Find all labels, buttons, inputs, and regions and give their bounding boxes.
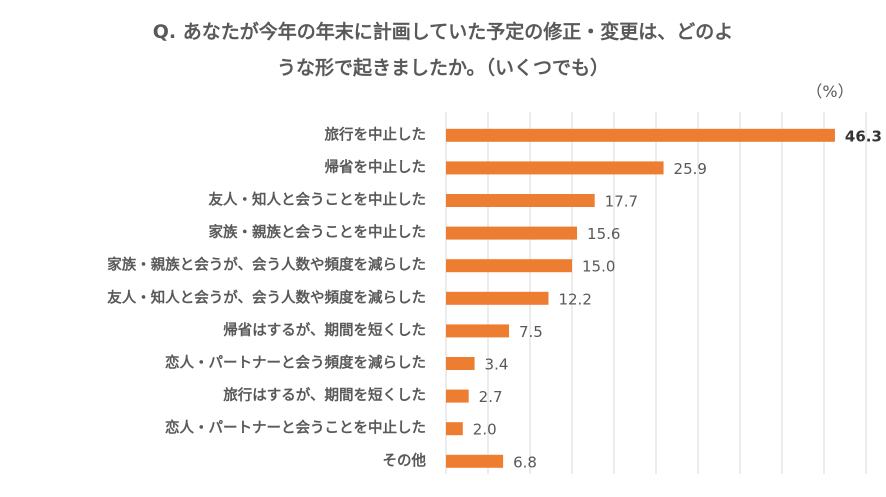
data-label: 46.3 bbox=[845, 127, 882, 145]
bar bbox=[446, 128, 835, 142]
data-label: 15.6 bbox=[587, 225, 620, 243]
category-label: 帰省を中止した bbox=[325, 158, 427, 176]
data-label: 17.7 bbox=[605, 193, 638, 211]
chart-title-line-1: Q. あなたが今年の年末に計画していた予定の修正・変更は、どのよ bbox=[152, 21, 734, 43]
category-label: 家族・親族と会うことを中止した bbox=[209, 223, 427, 241]
bar bbox=[446, 226, 578, 240]
category-label: 恋人・パートナーと会う頻度を減らした bbox=[165, 354, 426, 372]
category-label: 家族・親族と会うが、会う人数や頻度を減らした bbox=[107, 256, 426, 274]
data-label: 6.8 bbox=[513, 453, 537, 471]
bar bbox=[446, 422, 463, 436]
category-labels: 旅行を中止した帰省を中止した友人・知人と会うことを中止した家族・親族と会うことを… bbox=[107, 125, 426, 469]
category-label: 友人・知人と会うことを中止した bbox=[209, 191, 427, 209]
bars bbox=[446, 128, 835, 468]
category-label: 旅行はするが、期間を短くした bbox=[223, 386, 426, 404]
bar bbox=[446, 194, 595, 207]
unit-label: （%） bbox=[806, 82, 854, 101]
bar bbox=[446, 259, 572, 273]
data-label: 7.5 bbox=[519, 323, 543, 341]
data-label: 15.0 bbox=[582, 258, 615, 276]
category-label: 旅行を中止した bbox=[325, 125, 427, 143]
bar bbox=[446, 454, 504, 468]
chart-title-line-2: うな形で起きましたか。（いくつでも） bbox=[276, 57, 610, 79]
bar bbox=[446, 389, 469, 403]
data-label: 2.7 bbox=[479, 388, 503, 406]
data-label: 25.9 bbox=[674, 160, 707, 178]
data-label: 3.4 bbox=[485, 356, 509, 374]
data-label: 2.0 bbox=[473, 421, 497, 439]
value-labels: 46.3 25.9 17.7 15.6 15.0 12.2 7.5 3.4 2.7 2.0 6.8 bbox=[473, 127, 882, 471]
bar bbox=[446, 357, 475, 370]
bar bbox=[446, 161, 664, 175]
bar bbox=[446, 324, 509, 338]
category-label: その他 bbox=[383, 451, 427, 469]
category-label: 友人・知人と会うが、会う人数や頻度を減らした bbox=[107, 288, 426, 306]
bar bbox=[446, 291, 549, 305]
category-label: 恋人・パートナーと会うことを中止した bbox=[165, 419, 426, 437]
chart-title: Q. あなたが今年の年末に計画していた予定の修正・変更は、どのよ うな形で起きま… bbox=[40, 14, 846, 86]
data-label: 12.2 bbox=[558, 290, 591, 308]
category-label: 帰省はするが、期間を短くした bbox=[223, 321, 426, 339]
